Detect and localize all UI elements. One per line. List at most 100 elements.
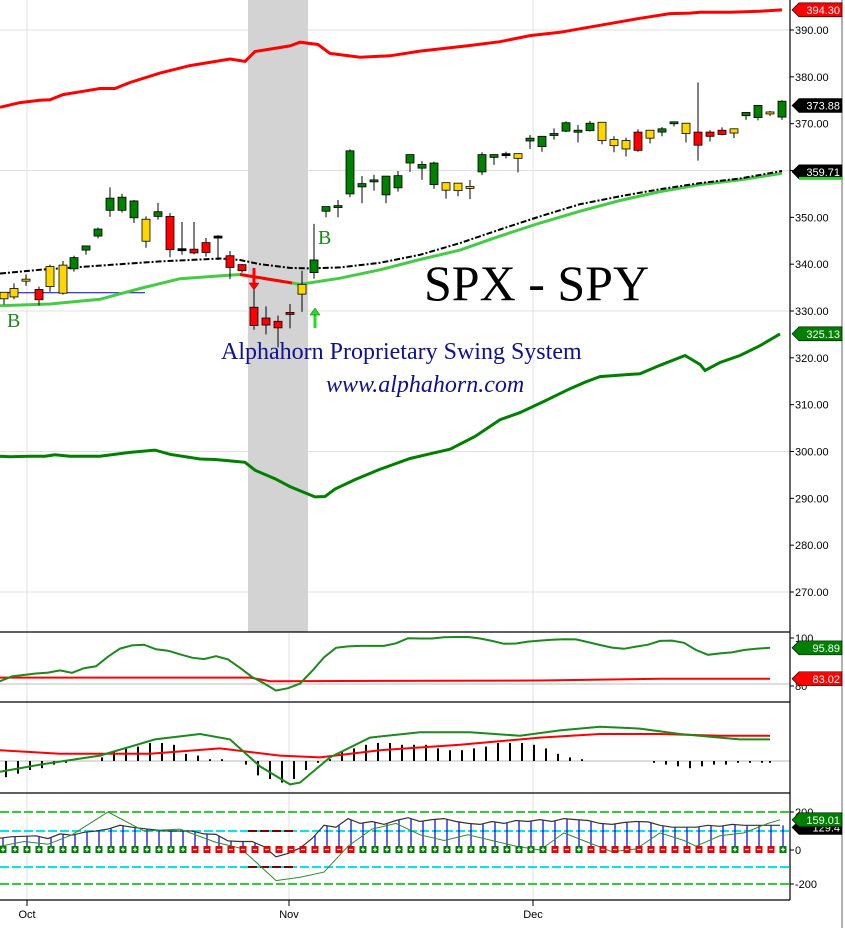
candlestick xyxy=(693,82,703,161)
y-tick-label: 270.00 xyxy=(795,587,829,599)
candle-body xyxy=(477,154,487,173)
candle-body xyxy=(105,197,115,211)
candle-body xyxy=(633,131,643,151)
oscillator-line xyxy=(0,636,771,692)
y-tick-label: 0 xyxy=(795,845,801,857)
candle-body xyxy=(249,306,259,326)
candle-body xyxy=(405,154,415,164)
y-tick-label: 320.00 xyxy=(795,353,829,365)
candle-body xyxy=(525,137,535,142)
candlestick xyxy=(117,193,127,213)
candlestick xyxy=(189,222,199,255)
candlestick xyxy=(549,128,559,140)
lower-band-line xyxy=(0,332,781,499)
candle-body xyxy=(189,248,199,254)
long-moving-average-line xyxy=(0,170,783,275)
candlestick xyxy=(681,122,691,143)
candle-body xyxy=(81,245,91,251)
candlestick xyxy=(345,149,355,198)
price-tag xyxy=(791,98,843,113)
moving-average-red-segment xyxy=(239,273,293,285)
price-tag-label: 325.13 xyxy=(806,329,840,341)
chart-title: SPX - SPY xyxy=(424,255,650,311)
candlestick xyxy=(273,315,283,348)
candlestick xyxy=(309,223,319,279)
y-tick-label: 370.00 xyxy=(795,119,829,131)
candlestick xyxy=(45,264,55,292)
candle-body xyxy=(237,264,247,272)
y-tick-label: 350.00 xyxy=(795,212,829,224)
candle-body xyxy=(597,121,607,141)
y-tick-label: 310.00 xyxy=(795,400,829,412)
candle-body xyxy=(765,111,775,115)
candlestick xyxy=(21,274,31,286)
candlestick xyxy=(777,100,787,120)
candlestick xyxy=(58,260,68,295)
candle-body xyxy=(321,206,331,212)
candlestick xyxy=(657,126,667,137)
candlestick xyxy=(717,127,727,136)
price-tag-label: 373.88 xyxy=(806,100,840,112)
candlestick xyxy=(34,286,44,306)
price-tag xyxy=(791,671,843,687)
candle-body xyxy=(309,259,319,273)
candle-body xyxy=(345,150,355,195)
price-tags: 394.30373.88359.71325.1395.8983.02129.41… xyxy=(791,2,843,835)
buy-signal-label: B xyxy=(7,310,21,332)
candlestick xyxy=(165,213,175,258)
candle-body xyxy=(609,139,619,147)
candlestick xyxy=(513,153,523,173)
x-tick-label: Nov xyxy=(279,909,299,921)
candlestick xyxy=(561,121,571,133)
candlestick xyxy=(225,251,235,280)
candle-body xyxy=(58,264,68,294)
candle-body xyxy=(693,131,703,146)
candle-body xyxy=(393,175,403,189)
candlestick xyxy=(753,105,763,121)
candle-body xyxy=(753,105,763,118)
price-tag-label: 95.89 xyxy=(812,643,840,655)
candle-body xyxy=(21,278,31,282)
candlestick xyxy=(141,216,151,248)
candle-body xyxy=(453,182,463,192)
candlestick xyxy=(129,200,139,223)
candle-body xyxy=(177,248,187,252)
candlestick xyxy=(429,161,439,189)
upper-band-line xyxy=(0,8,783,109)
candlestick xyxy=(645,129,655,144)
candle-body xyxy=(213,235,223,239)
candle-body xyxy=(669,121,679,125)
candlestick xyxy=(501,151,511,159)
price-tag xyxy=(791,164,843,180)
candle-body xyxy=(501,153,511,157)
cci-line xyxy=(0,817,780,858)
candlestick xyxy=(177,222,187,255)
candle-body xyxy=(225,255,235,268)
candle-body xyxy=(777,100,787,118)
candle-body xyxy=(45,266,55,288)
candlestick xyxy=(297,270,307,312)
y-tick-label: 390.00 xyxy=(795,25,829,37)
candlestick xyxy=(597,121,607,145)
candle-body xyxy=(705,131,715,137)
price-tag xyxy=(791,812,843,828)
y-tick-label: -200 xyxy=(795,879,817,891)
price-tag-label: 159.01 xyxy=(806,815,840,827)
candlestick xyxy=(729,128,739,139)
candlestick xyxy=(261,306,271,335)
candlestick xyxy=(81,245,91,255)
candlestick xyxy=(585,120,595,132)
candlestick xyxy=(477,152,487,176)
candle-body xyxy=(621,140,631,150)
candle-body xyxy=(441,182,451,191)
candlestick xyxy=(441,182,451,199)
price-tag-label: 394.30 xyxy=(806,5,840,17)
candle-body xyxy=(129,200,139,219)
candle-body xyxy=(285,312,295,315)
signal-line xyxy=(0,733,770,759)
price-tag xyxy=(791,2,843,18)
y-tick-label: 290.00 xyxy=(795,493,829,505)
candle-body xyxy=(153,211,163,217)
